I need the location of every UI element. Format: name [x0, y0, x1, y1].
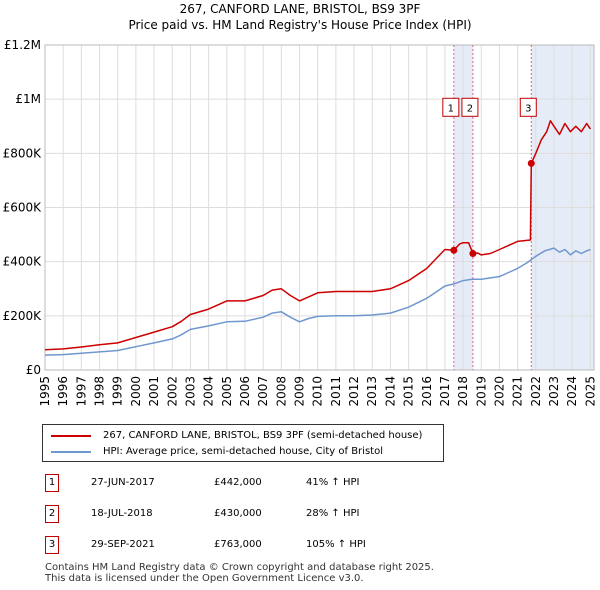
x-tick-label: 2025 — [583, 376, 597, 407]
x-tick-label: 2002 — [165, 376, 179, 407]
legend-swatch-property — [51, 435, 91, 437]
sale-number-badge: 2 — [45, 505, 59, 523]
x-tick-label: 2003 — [183, 376, 197, 407]
x-tick-label: 2021 — [511, 376, 525, 407]
sale-date: 29-SEP-2021 — [91, 539, 155, 550]
x-tick-label: 2024 — [565, 376, 579, 407]
sale-point — [527, 159, 535, 167]
sale-label: 1 — [448, 103, 454, 114]
sale-label: 2 — [467, 103, 473, 114]
footer: Contains HM Land Registry data © Crown c… — [45, 562, 434, 584]
x-tick-label: 1995 — [38, 376, 52, 407]
x-tick-label: 2010 — [311, 376, 325, 407]
sale-hpi-change: 41% ↑ HPI — [306, 477, 360, 488]
x-tick-label: 2014 — [383, 376, 397, 407]
price-chart: 1 2 3 £0 £200K £400K £600K £800K £1M £1.2M 1995 199… — [3, 38, 598, 407]
x-tick-label: 1996 — [56, 376, 70, 407]
y-tick-label: £1.2M — [4, 38, 41, 52]
legend-swatch-hpi — [51, 451, 91, 453]
sale-price: £442,000 — [214, 477, 262, 488]
sale-price: £763,000 — [214, 539, 262, 550]
hpi-line — [44, 247, 591, 356]
footer-licence: This data is licensed under the Open Gov… — [45, 573, 364, 584]
legend-label-property: 267, CANFORD LANE, BRISTOL, BS9 3PF (sem… — [103, 430, 423, 441]
x-tick-label: 2018 — [456, 376, 470, 407]
sale-number-badge: 3 — [45, 536, 59, 554]
sale-date: 27-JUN-2017 — [91, 477, 155, 488]
sale-label-box — [442, 97, 460, 117]
chart-title: 267, CANFORD LANE, BRISTOL, BS9 3PF — [179, 2, 421, 16]
y-tick-label: £600K — [3, 201, 43, 215]
x-tick-label: 2013 — [365, 376, 379, 407]
sale-date: 18-JUL-2018 — [91, 508, 153, 519]
sale-point — [450, 246, 458, 254]
sale-hpi-change: 28% ↑ HPI — [306, 508, 360, 519]
y-tick-label: £400K — [3, 255, 43, 269]
y-tick-label: £0 — [26, 363, 41, 377]
sale-point — [469, 250, 477, 258]
x-tick-label: 2005 — [220, 376, 234, 407]
chart-subtitle: Price paid vs. HM Land Registry's House … — [128, 18, 472, 32]
legend-label-hpi: HPI: Average price, semi-detached house,… — [103, 446, 383, 457]
x-tick-label: 1997 — [74, 376, 88, 407]
x-tick-label: 1998 — [93, 376, 107, 407]
footer-copyright: Contains HM Land Registry data © Crown c… — [45, 562, 434, 573]
y-tick-label: £200K — [3, 309, 43, 323]
x-tick-label: 2019 — [474, 376, 488, 407]
x-tick-label: 2020 — [492, 376, 506, 407]
x-tick-label: 2007 — [256, 376, 270, 407]
x-tick-label: 2004 — [202, 376, 216, 407]
y-tick-label: £800K — [3, 146, 43, 160]
sale-label: 3 — [525, 103, 531, 114]
legend: 267, CANFORD LANE, BRISTOL, BS9 3PF (sem… — [42, 424, 444, 462]
x-tick-label: 2023 — [547, 376, 561, 407]
x-tick-label: 2017 — [438, 376, 452, 407]
x-tick-label: 2000 — [129, 376, 143, 407]
sale-price: £430,000 — [214, 508, 262, 519]
x-tick-label: 2001 — [147, 376, 161, 407]
property-price-line — [44, 120, 592, 351]
x-tick-label: 2008 — [274, 376, 288, 407]
plot-frame — [44, 44, 595, 371]
x-tick-label: 2016 — [420, 376, 434, 407]
y-tick-label: £1M — [15, 92, 41, 106]
sale-label-box — [461, 97, 479, 117]
x-tick-label: 2022 — [529, 376, 543, 407]
x-tick-label: 2011 — [329, 376, 343, 407]
x-tick-label: 2006 — [238, 376, 252, 407]
x-tick-label: 2009 — [293, 376, 307, 407]
sale-number-badge: 1 — [45, 474, 59, 492]
sale-label-box — [519, 97, 537, 117]
x-tick-label: 2015 — [402, 376, 416, 407]
x-tick-label: 2012 — [347, 376, 361, 407]
x-tick-label: 1999 — [111, 376, 125, 407]
sale-hpi-change: 105% ↑ HPI — [306, 539, 366, 550]
